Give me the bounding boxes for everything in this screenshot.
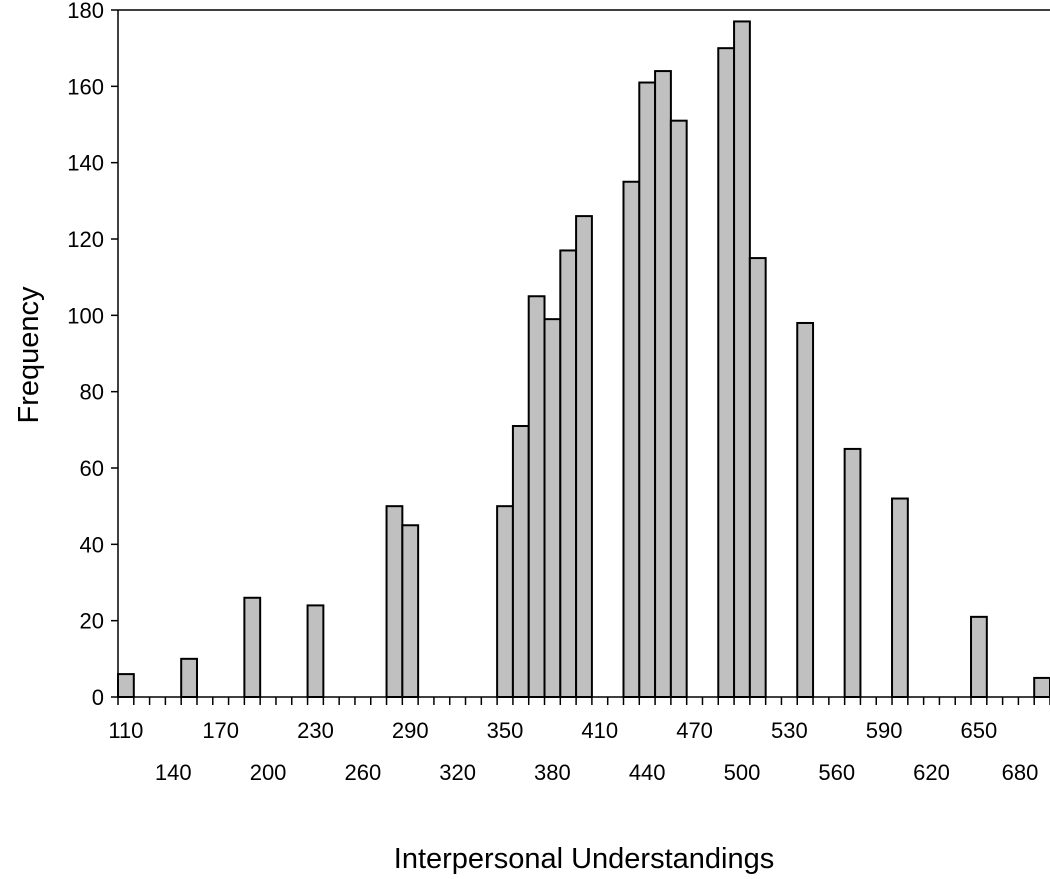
histogram-bar-460 bbox=[669, 119, 688, 699]
x-tick-label-upper: 290 bbox=[392, 718, 429, 743]
histogram-bar-400 bbox=[575, 215, 593, 698]
histogram-bar-690 bbox=[1033, 676, 1050, 698]
x-tick-label-lower: 140 bbox=[155, 760, 192, 785]
histogram-bar-280 bbox=[385, 505, 404, 699]
histogram-bar-430 bbox=[622, 180, 641, 698]
histogram-bar-570 bbox=[843, 447, 862, 699]
x-tick-label-lower: 620 bbox=[913, 760, 950, 785]
x-tick-label-lower: 500 bbox=[724, 760, 761, 785]
x-tick-label-lower: 560 bbox=[818, 760, 855, 785]
histogram-bar-600 bbox=[891, 497, 909, 698]
axis-layer bbox=[117, 9, 1050, 698]
x-tick-label-upper: 470 bbox=[676, 718, 713, 743]
x-tick-label-lower: 320 bbox=[439, 760, 476, 785]
y-axis-title: Frequency bbox=[13, 286, 45, 424]
histogram-bar-350 bbox=[496, 505, 514, 699]
histogram-bar-500 bbox=[733, 20, 751, 698]
x-tick-label-upper: 230 bbox=[297, 718, 334, 743]
x-tick-label-upper: 170 bbox=[202, 718, 239, 743]
y-ticks-layer: 0 20 40 60 80 100 120 140 160 180 bbox=[67, 0, 118, 710]
x-tick-label-upper: 410 bbox=[581, 718, 618, 743]
y-tick-label: 180 bbox=[67, 0, 104, 23]
histogram-bar-440 bbox=[638, 81, 657, 698]
histogram-bar-150 bbox=[180, 657, 198, 699]
y-tick-label: 0 bbox=[92, 685, 104, 710]
y-tick-label: 100 bbox=[67, 303, 104, 328]
y-tick-label: 60 bbox=[80, 456, 104, 481]
x-axis-title: Interpersonal Understandings bbox=[394, 843, 774, 875]
histogram-bar-390 bbox=[559, 249, 578, 698]
x-tick-label-upper: 530 bbox=[771, 718, 808, 743]
histogram-bar-370 bbox=[527, 295, 546, 698]
x-tick-label-upper: 110 bbox=[108, 718, 143, 743]
histogram-bar-490 bbox=[717, 47, 736, 699]
histogram-bar-190 bbox=[243, 596, 262, 699]
y-tick-label: 20 bbox=[80, 609, 104, 634]
y-tick-label: 140 bbox=[67, 151, 104, 176]
x-tick-label-upper: 650 bbox=[961, 718, 998, 743]
x-tick-label-lower: 680 bbox=[1002, 760, 1039, 785]
histogram-bar-110 bbox=[117, 673, 135, 698]
bars-layer bbox=[117, 20, 1050, 699]
histogram-bar-360 bbox=[511, 425, 530, 698]
histogram-bar-230 bbox=[306, 604, 325, 699]
y-tick-label: 160 bbox=[67, 74, 104, 99]
histogram-bar-510 bbox=[748, 257, 767, 698]
x-tick-label-upper: 590 bbox=[866, 718, 903, 743]
x-tick-label-upper: 350 bbox=[487, 718, 524, 743]
x-ticks-layer: 110 170 230 290 350 410 470 530 590 650 140 200 260 3… bbox=[108, 697, 1050, 785]
x-tick-label-lower: 380 bbox=[534, 760, 571, 785]
y-tick-label: 40 bbox=[80, 532, 104, 557]
y-tick-label: 120 bbox=[67, 227, 104, 252]
histogram-bar-450 bbox=[654, 70, 672, 698]
histogram-bar-380 bbox=[543, 318, 562, 698]
x-tick-label-lower: 200 bbox=[250, 760, 287, 785]
histogram-bar-650 bbox=[970, 615, 988, 698]
x-tick-label-lower: 440 bbox=[629, 760, 666, 785]
x-tick-label-lower: 260 bbox=[344, 760, 381, 785]
histogram-bar-540 bbox=[796, 321, 815, 698]
y-tick-label: 80 bbox=[80, 380, 104, 405]
histogram-bar-290 bbox=[401, 524, 420, 698]
